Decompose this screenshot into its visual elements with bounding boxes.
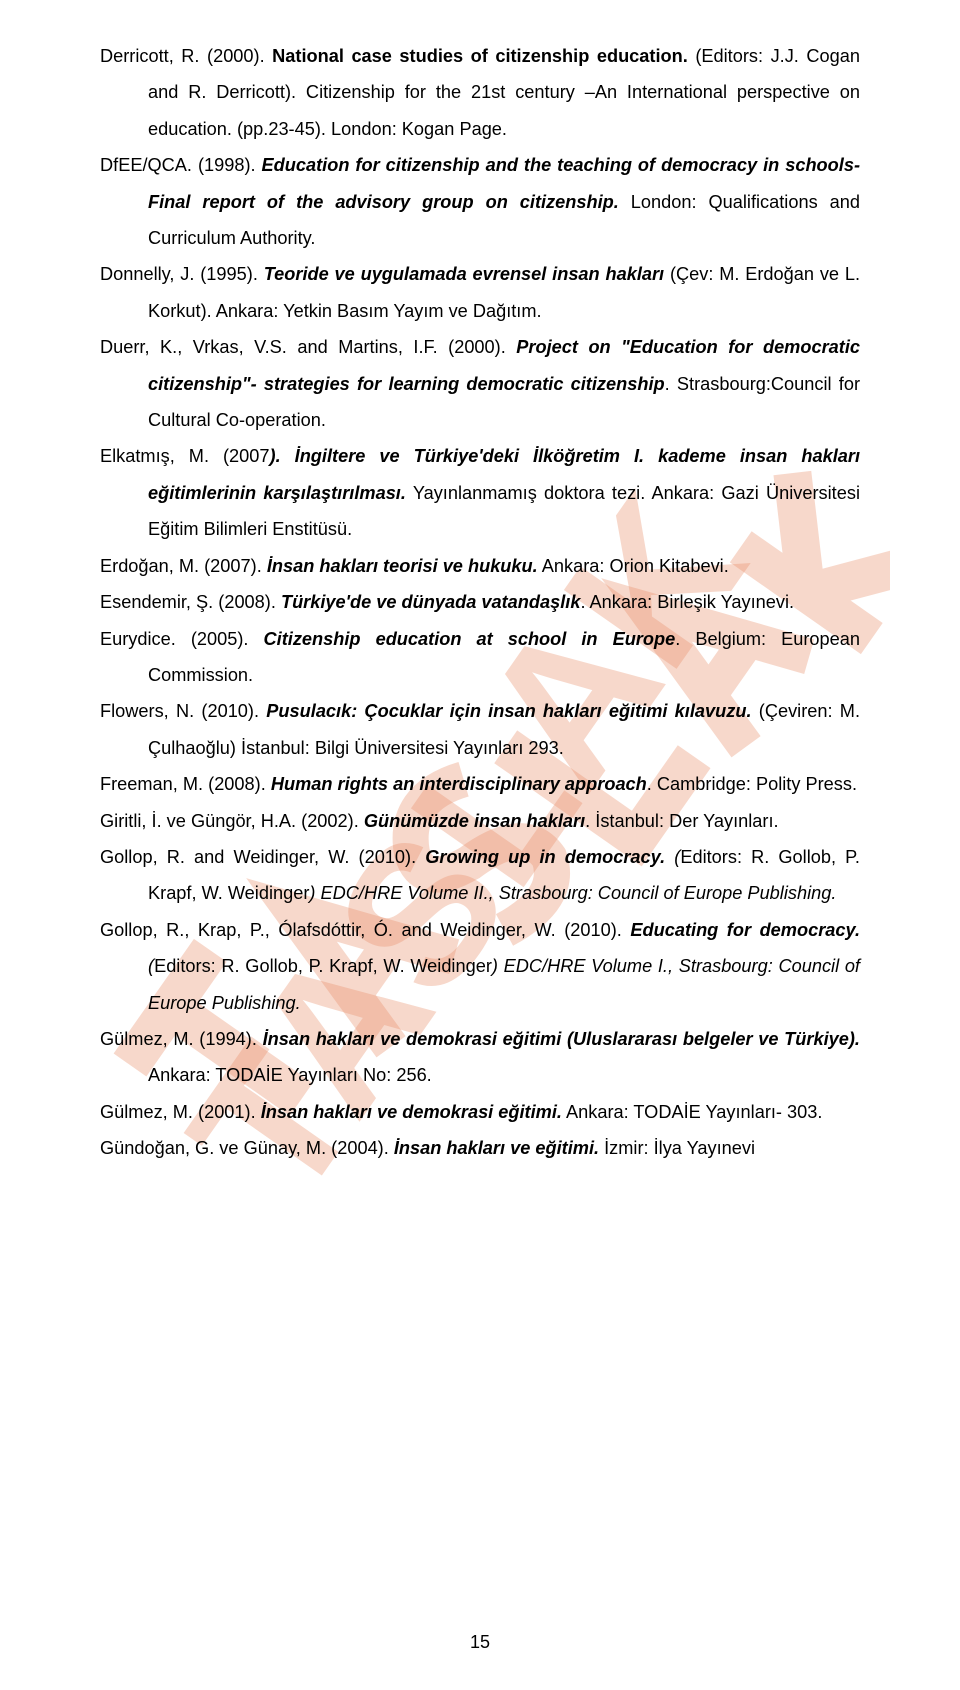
reference-text: Human rights an interdisciplinary approa…: [271, 774, 647, 794]
reference-text: . Ankara: Birleşik Yayınevi.: [580, 592, 794, 612]
reference-entry: Gollop, R. and Weidinger, W. (2010). Gro…: [100, 839, 860, 912]
reference-text: Gülmez, M. (2001).: [100, 1102, 261, 1122]
reference-text: Ankara: TODAİE Yayınları No: 256.: [148, 1065, 432, 1085]
reference-text: İnsan hakları ve demokrasi eğitimi (Ulus…: [263, 1029, 860, 1049]
reference-text: Ankara: TODAİE Yayınları- 303.: [562, 1102, 822, 1122]
reference-entry: Elkatmış, M. (2007). İngiltere ve Türkiy…: [100, 438, 860, 547]
reference-text: İzmir: İlya Yayınevi: [599, 1138, 755, 1158]
reference-text: National case studies of citizenship edu…: [272, 46, 688, 66]
reference-text: Ankara: Orion Kitabevi.: [538, 556, 729, 576]
reference-text: Gülmez, M. (1994).: [100, 1029, 263, 1049]
reference-text: DfEE/QCA. (1998).: [100, 155, 262, 175]
reference-text: Eurydice. (2005).: [100, 629, 264, 649]
reference-entry: Giritli, İ. ve Güngör, H.A. (2002). Günü…: [100, 803, 860, 839]
reference-text: Elkatmış, M. (2007: [100, 446, 270, 466]
reference-text: Teoride ve uygulamada evrensel insan hak…: [264, 264, 664, 284]
references-list: Derricott, R. (2000). National case stud…: [100, 38, 860, 1167]
reference-text: Donnelly, J. (1995).: [100, 264, 264, 284]
reference-text: Pusulacık: Çocuklar için insan hakları e…: [266, 701, 751, 721]
reference-entry: Duerr, K., Vrkas, V.S. and Martins, I.F.…: [100, 329, 860, 438]
reference-entry: Eurydice. (2005). Citizenship education …: [100, 621, 860, 694]
reference-text: Gollop, R., Krap, P., Ólafsdóttir, Ó. an…: [100, 920, 630, 940]
reference-text: Gündoğan, G. ve Günay, M. (2004).: [100, 1138, 394, 1158]
reference-text: ) EDC/HRE Volume II., Strasbourg: Counci…: [309, 883, 836, 903]
reference-entry: Derricott, R. (2000). National case stud…: [100, 38, 860, 147]
reference-entry: Esendemir, Ş. (2008). Türkiye'de ve düny…: [100, 584, 860, 620]
reference-text: Duerr, K., Vrkas, V.S. and Martins, I.F.…: [100, 337, 516, 357]
reference-text: İnsan hakları ve demokrasi eğitimi.: [261, 1102, 562, 1122]
reference-entry: Donnelly, J. (1995). Teoride ve uygulama…: [100, 256, 860, 329]
reference-entry: Flowers, N. (2010). Pusulacık: Çocuklar …: [100, 693, 860, 766]
reference-text: Derricott, R. (2000).: [100, 46, 272, 66]
reference-text: Giritli, İ. ve Güngör, H.A. (2002).: [100, 811, 364, 831]
reference-text: Günümüzde insan hakları: [364, 811, 585, 831]
reference-entry: Erdoğan, M. (2007). İnsan hakları teoris…: [100, 548, 860, 584]
reference-text: Türkiye'de ve dünyada vatandaşlık: [281, 592, 581, 612]
reference-text: Gollop, R. and Weidinger, W. (2010).: [100, 847, 425, 867]
reference-text: . Cambridge: Polity Press.: [647, 774, 857, 794]
reference-text: Citizenship education at school in Europ…: [264, 629, 676, 649]
reference-text: Educating for democracy.: [630, 920, 860, 940]
reference-text: Esendemir, Ş. (2008).: [100, 592, 281, 612]
reference-entry: Gülmez, M. (2001). İnsan hakları ve demo…: [100, 1094, 860, 1130]
reference-entry: Gündoğan, G. ve Günay, M. (2004). İnsan …: [100, 1130, 860, 1166]
reference-text: İnsan hakları ve eğitimi.: [394, 1138, 599, 1158]
reference-text: Flowers, N. (2010).: [100, 701, 266, 721]
page-number: 15: [0, 1624, 960, 1660]
reference-text: Growing up in democracy.: [425, 847, 674, 867]
reference-text: Editors: R. Gollob, P. Krapf, W. Weiding…: [154, 956, 492, 976]
reference-text: İnsan hakları teorisi ve hukuku.: [267, 556, 538, 576]
reference-text: Erdoğan, M. (2007).: [100, 556, 267, 576]
reference-entry: Gülmez, M. (1994). İnsan hakları ve demo…: [100, 1021, 860, 1094]
reference-entry: Freeman, M. (2008). Human rights an inte…: [100, 766, 860, 802]
page: TASLAK Derricott, R. (2000). National ca…: [0, 0, 960, 1690]
reference-text: . İstanbul: Der Yayınları.: [585, 811, 778, 831]
reference-text: Freeman, M. (2008).: [100, 774, 271, 794]
reference-entry: Gollop, R., Krap, P., Ólafsdóttir, Ó. an…: [100, 912, 860, 1021]
reference-entry: DfEE/QCA. (1998). Education for citizens…: [100, 147, 860, 256]
